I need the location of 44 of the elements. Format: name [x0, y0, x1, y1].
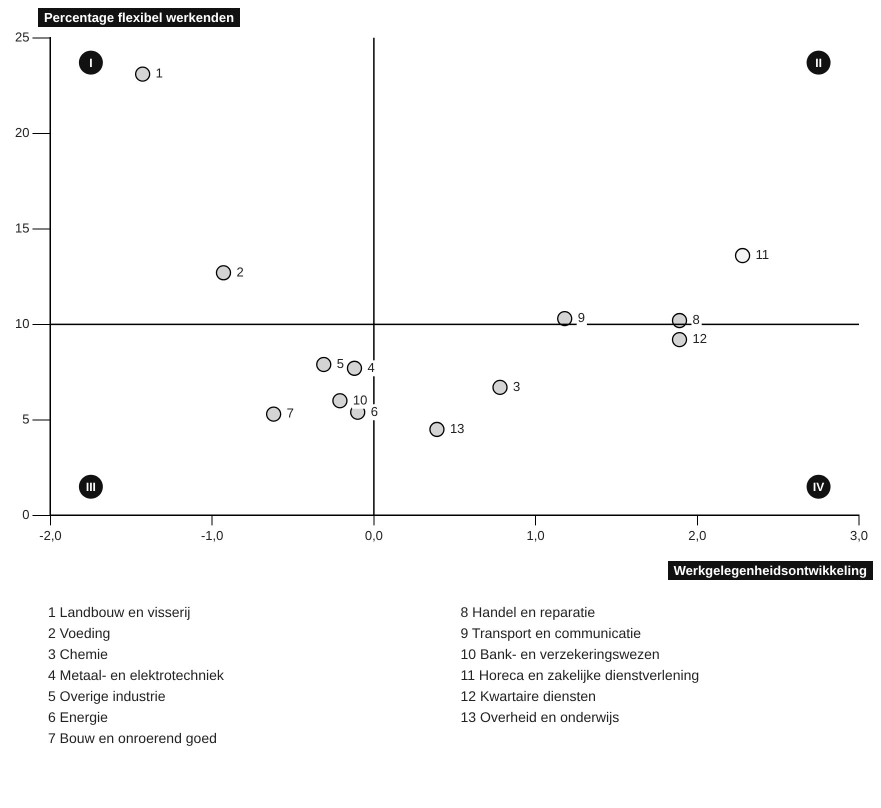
text: 7 Bouw en onroerend goed	[48, 729, 218, 748]
text: 1 Landbouw en visserij	[48, 603, 192, 622]
annotation: 11	[756, 247, 770, 262]
annotation: IV	[812, 480, 824, 494]
text: 4 Metaal- en elektrotechniek	[48, 666, 225, 685]
x-tick-label: 1,0	[526, 528, 545, 543]
x-tick-label: 2,0	[688, 528, 706, 543]
annotation: 5	[336, 356, 344, 372]
annotation: 13	[450, 421, 464, 436]
y-tick-label: 5	[22, 411, 30, 426]
annotation: 6	[370, 404, 378, 419]
text: 6 Energie	[48, 708, 109, 727]
annotation: 7	[286, 406, 294, 421]
y-tick-label: 10	[14, 316, 30, 331]
annotation: I	[89, 56, 93, 70]
y-tick-label: 15	[14, 220, 30, 236]
annotation: 2	[236, 264, 244, 280]
text: 5 Overige industrie	[48, 687, 167, 706]
text: 12 Kwartaire diensten	[460, 687, 597, 706]
x-tick-label: -1,0	[200, 528, 224, 543]
text: 13 Overheid en onderwijs	[460, 708, 620, 727]
annotation: 8	[692, 312, 700, 328]
annotation: 9	[578, 310, 585, 326]
annotation: 12	[692, 331, 707, 346]
x-tick-label: 0,0	[364, 528, 383, 543]
x-axis-title: Werkgelegenheidsontwikkeling	[668, 561, 873, 580]
annotation: 1	[156, 66, 163, 81]
text: 11 Horeca en zakelijke dienstverlening	[460, 666, 700, 685]
text: 10 Bank- en verzekeringswezen	[460, 645, 661, 664]
text: 8 Handel en reparatie	[460, 603, 596, 622]
y-tick-label: 25	[14, 29, 30, 44]
annotation: III	[86, 480, 96, 494]
x-tick-label: 3,0	[850, 528, 868, 543]
x-tick-label: -2,0	[39, 528, 62, 543]
y-tick-label: 20	[14, 124, 30, 140]
annotation: 3	[513, 378, 520, 394]
chart-title: Percentage flexibel werkenden	[38, 8, 240, 27]
text: 3 Chemie	[48, 645, 109, 664]
text: 2 Voeding	[48, 624, 112, 643]
text: 9 Transport en communicatie	[460, 624, 642, 643]
annotation: 10	[352, 392, 368, 408]
annotation: 4	[367, 360, 375, 375]
annotation: II	[815, 56, 822, 70]
y-tick-label: 0	[22, 506, 30, 522]
